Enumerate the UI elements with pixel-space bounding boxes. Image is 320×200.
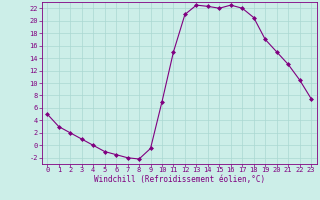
X-axis label: Windchill (Refroidissement éolien,°C): Windchill (Refroidissement éolien,°C): [94, 175, 265, 184]
